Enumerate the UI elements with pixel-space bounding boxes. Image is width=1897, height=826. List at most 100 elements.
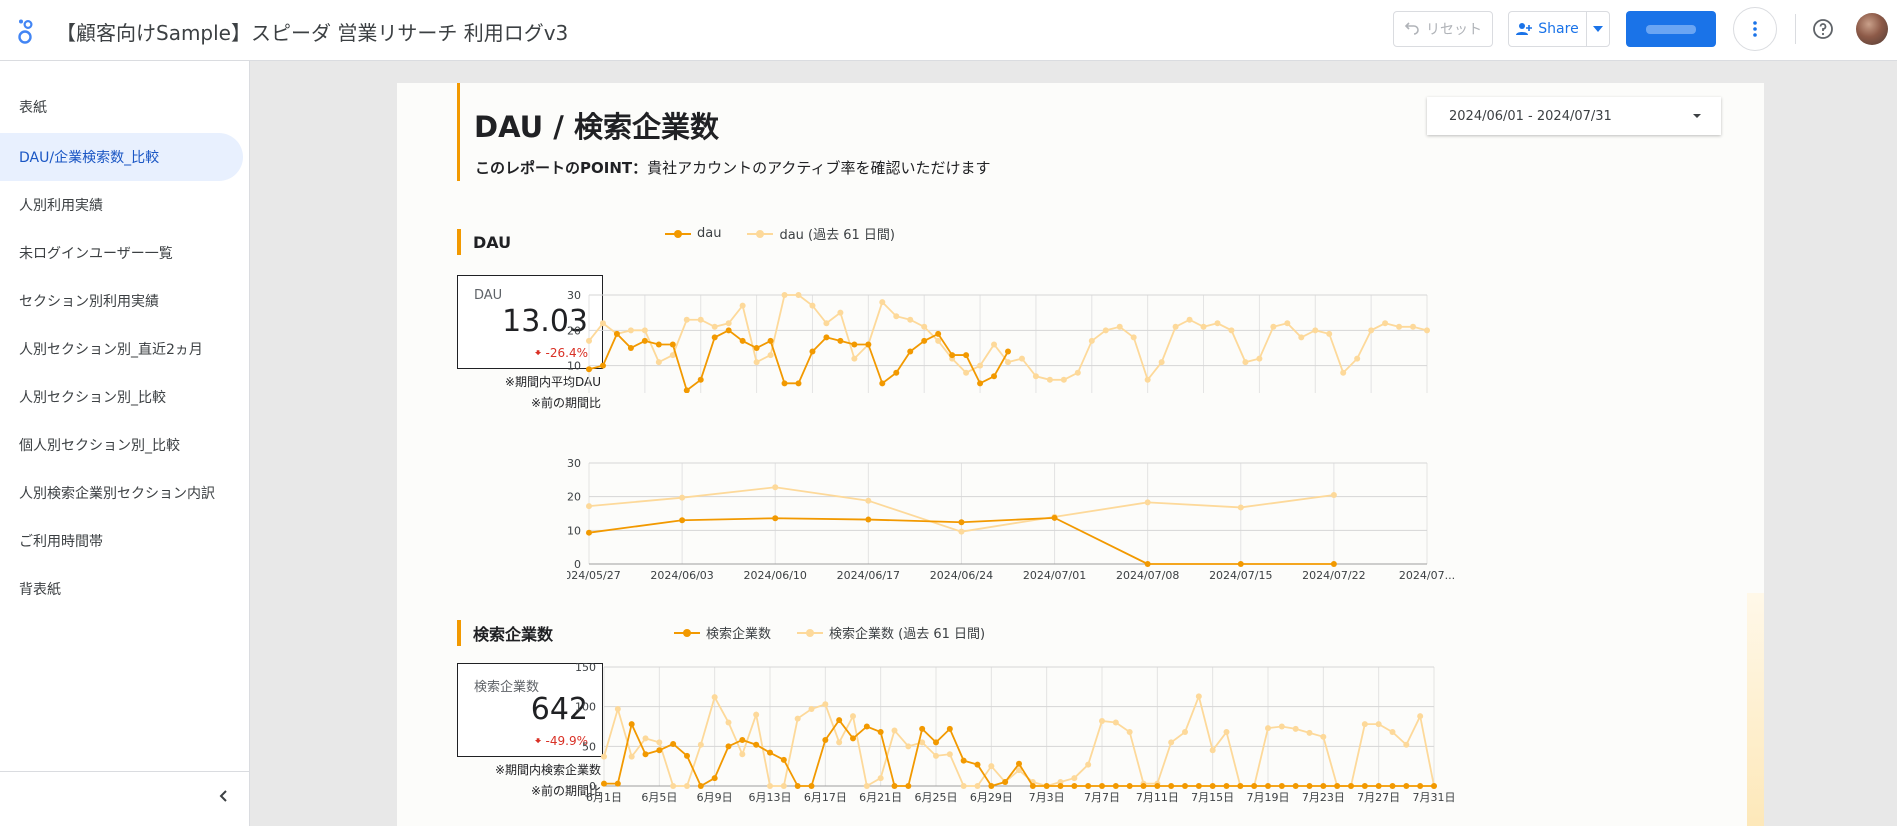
data-point xyxy=(1237,561,1244,567)
data-point xyxy=(1228,327,1235,334)
data-point xyxy=(974,761,981,768)
data-point xyxy=(1410,323,1417,330)
undo-icon xyxy=(1404,22,1419,35)
data-point xyxy=(586,529,592,536)
dau-kpi-label: DAU xyxy=(474,288,503,303)
data-point xyxy=(933,752,939,759)
data-point xyxy=(877,775,884,782)
share-button[interactable]: Share xyxy=(1508,11,1610,47)
share-dropdown[interactable] xyxy=(1587,26,1609,32)
x-tick-label: 2024/07/22 xyxy=(1302,569,1365,582)
dau-kpi-delta: 🠻 -26.4% xyxy=(534,344,588,365)
report-file-title[interactable]: 【顧客向けSample】スピーダ 営業リサーチ 利用ログv3 xyxy=(56,21,569,45)
data-point xyxy=(809,302,816,309)
data-point xyxy=(739,337,746,344)
data-point xyxy=(1005,348,1011,355)
sidebar-item-dau-compare[interactable]: DAU/企業検索数_比較 xyxy=(0,133,243,181)
data-point xyxy=(794,715,801,722)
share-main[interactable]: Share xyxy=(1509,12,1587,46)
dau-weekly-chart[interactable]: 0 10 20 30 2024/05/27 2024/06/03 2024/06/10 202… xyxy=(567,448,1737,588)
sidebar-item-not-logged-in[interactable]: 未ログインユーザー一覧 xyxy=(19,246,173,262)
reset-button[interactable]: リセット xyxy=(1393,11,1493,47)
collapse-sidebar-icon[interactable] xyxy=(214,786,234,806)
data-point xyxy=(808,783,815,789)
data-point xyxy=(1116,323,1123,330)
chevron-down-icon xyxy=(1593,26,1603,32)
data-point xyxy=(772,484,779,491)
data-point xyxy=(1334,783,1341,789)
sidebar-item-person-section-compare[interactable]: 人別セクション別_比較 xyxy=(19,390,166,406)
sidebar-item-person-usage[interactable]: 人別利用実績 xyxy=(19,198,103,214)
sidebar-item-section-usage[interactable]: セクション別利用実績 xyxy=(19,294,159,310)
data-point xyxy=(725,327,732,334)
data-point xyxy=(1112,719,1119,726)
sidebar-item-person-section-2m[interactable]: 人別セクション別_直近2ヵ月 xyxy=(19,342,203,358)
data-point xyxy=(1140,783,1147,789)
looker-studio-logo[interactable] xyxy=(16,18,38,44)
data-point xyxy=(1032,373,1039,380)
data-point xyxy=(949,352,956,359)
sidebar-item-usage-hours[interactable]: ご利用時間帯 xyxy=(19,534,103,550)
companies-section-label: 検索企業数 xyxy=(457,620,553,646)
dau-legend: dau dau (過去 61 日間) xyxy=(665,224,895,243)
data-point xyxy=(711,694,718,701)
primary-action-button[interactable] xyxy=(1626,11,1716,47)
data-point xyxy=(1242,359,1249,366)
companies-scorecard[interactable]: 検索企業数 642 🠻 -49.9% xyxy=(457,663,603,757)
data-point xyxy=(1320,733,1327,740)
data-point xyxy=(599,320,606,327)
data-point xyxy=(1071,775,1078,782)
data-point xyxy=(1403,783,1410,789)
data-point xyxy=(851,355,858,362)
data-point xyxy=(739,736,746,743)
data-point xyxy=(1002,779,1009,786)
dau-daily-chart[interactable]: 01020306月1日6月5日6月9日6月13日6月17日6月21日6月25日6… xyxy=(567,243,1737,393)
companies-daily-chart[interactable]: 0 50 100 150 6月1日 6月5日 6月9日 6月13日 6月17日 6月21日 6月25… xyxy=(567,643,1737,826)
x-tick-label: 2024/05/27 xyxy=(567,569,621,582)
data-point xyxy=(795,292,802,298)
date-range-picker[interactable]: 2024/06/01 - 2024/07/31 xyxy=(1427,97,1721,135)
data-point xyxy=(1382,320,1389,327)
x-tick-label: 6月13日 xyxy=(749,791,792,804)
dau-scorecard[interactable]: DAU 13.03 🠻 -26.4% xyxy=(457,275,603,369)
x-tick-label: 7月23日 xyxy=(1302,791,1345,804)
data-point xyxy=(697,376,704,383)
data-point xyxy=(946,725,953,732)
x-tick-label: 2024/07/15 xyxy=(1209,569,1272,582)
data-point xyxy=(935,337,942,344)
data-point xyxy=(780,783,787,789)
data-point xyxy=(1043,783,1050,789)
sidebar-item-company-section-breakdown[interactable]: 人別検索企業別セクション内訳 xyxy=(19,486,215,502)
avatar[interactable] xyxy=(1856,13,1888,45)
data-point xyxy=(893,313,900,320)
data-point xyxy=(601,753,607,760)
sidebar: 表紙 DAU/企業検索数_比較 人別利用実績 未ログインユーザー一覧 セクション… xyxy=(0,61,250,826)
data-point xyxy=(1237,504,1244,511)
data-point xyxy=(1074,369,1081,376)
more-vertical-icon xyxy=(1753,21,1757,37)
data-point xyxy=(781,380,788,387)
sidebar-item-cover[interactable]: 表紙 xyxy=(19,100,47,116)
top-bar: 【顧客向けSample】スピーダ 営業リサーチ 利用ログv3 リセット Shar… xyxy=(0,0,1897,61)
sidebar-item-back-cover[interactable]: 背表紙 xyxy=(19,582,61,598)
data-point xyxy=(697,741,704,748)
help-icon[interactable] xyxy=(1811,17,1835,41)
data-point xyxy=(891,727,898,734)
data-point xyxy=(850,713,856,720)
data-point xyxy=(753,359,760,366)
data-point xyxy=(865,341,872,348)
data-point xyxy=(1071,783,1078,789)
sidebar-item-individual-section-compare[interactable]: 個人別セクション別_比較 xyxy=(19,438,180,454)
data-point xyxy=(794,783,801,789)
data-point xyxy=(586,337,592,344)
scroll-indicator[interactable] xyxy=(1747,593,1764,826)
data-point xyxy=(1182,783,1188,789)
more-options-button[interactable] xyxy=(1733,7,1777,51)
data-point xyxy=(1368,327,1375,334)
data-point xyxy=(823,320,830,327)
data-point xyxy=(1195,693,1202,700)
data-point xyxy=(669,341,676,348)
data-point xyxy=(1330,491,1337,498)
sidebar-divider xyxy=(0,771,250,772)
data-point xyxy=(1200,323,1207,330)
